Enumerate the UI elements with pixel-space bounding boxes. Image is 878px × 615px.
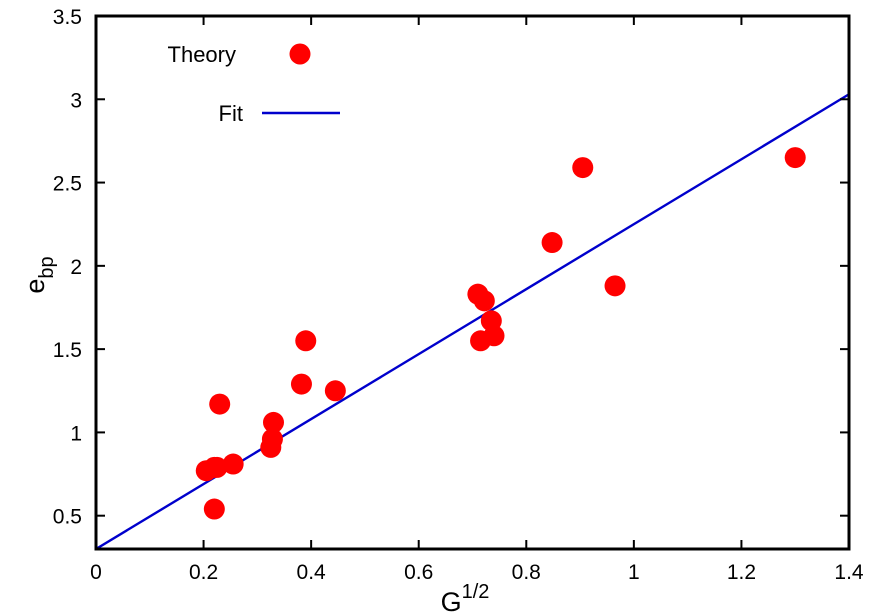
data-point-12 bbox=[324, 380, 346, 402]
x-tick-label: 1.2 bbox=[727, 561, 756, 584]
y-axis-title-base: e bbox=[20, 279, 50, 294]
data-point-11 bbox=[295, 330, 317, 352]
x-axis-title-sup: 1/2 bbox=[462, 581, 490, 603]
data-point-21 bbox=[784, 147, 806, 169]
legend-marker-theory bbox=[289, 43, 311, 65]
plot-content bbox=[96, 93, 849, 549]
data-point-6 bbox=[222, 453, 244, 475]
y-tick-label: 2.5 bbox=[53, 173, 82, 196]
data-point-15 bbox=[473, 290, 495, 312]
data-point-4 bbox=[203, 498, 225, 520]
data-point-8 bbox=[261, 428, 283, 450]
y-tick-label: 2 bbox=[70, 256, 82, 279]
plot-frame bbox=[94, 14, 851, 551]
y-axis-title-sub: bp bbox=[36, 256, 58, 278]
axis-titles: G1/2 ebp bbox=[20, 256, 489, 615]
x-tick-label: 0 bbox=[90, 561, 102, 584]
data-point-3 bbox=[206, 456, 228, 478]
legend-label-fit: Fit bbox=[219, 101, 243, 126]
x-tick-label: 0.4 bbox=[297, 561, 327, 584]
y-tick-label: 1 bbox=[70, 422, 82, 445]
data-point-10 bbox=[290, 373, 312, 395]
y-tick-label: 0.5 bbox=[53, 506, 82, 529]
data-point-5 bbox=[209, 393, 231, 415]
x-tick-label: 1 bbox=[628, 561, 640, 584]
legend: Theory Fit bbox=[168, 42, 340, 126]
x-tick-label: 0.6 bbox=[404, 561, 433, 584]
x-axis-title-base: G bbox=[441, 587, 462, 615]
x-tick-label: 1.4 bbox=[834, 561, 864, 584]
data-point-17 bbox=[483, 325, 505, 347]
data-point-9 bbox=[262, 411, 284, 433]
x-tick-label: 0.8 bbox=[512, 561, 541, 584]
data-point-19 bbox=[572, 157, 594, 179]
x-tick-label: 0.2 bbox=[189, 561, 218, 584]
legend-label-theory: Theory bbox=[168, 42, 236, 67]
y-tick-label: 1.5 bbox=[53, 339, 82, 362]
y-tick-label: 3.5 bbox=[53, 6, 82, 29]
data-point-18 bbox=[541, 232, 563, 254]
x-axis-title: G1/2 bbox=[441, 581, 490, 615]
data-point-20 bbox=[604, 275, 626, 297]
axes: 0 0.2 0.4 0.6 0.8 1 1.2 1.4 0.5 1 1.5 2 2.5 3 3.5 bbox=[53, 6, 864, 584]
y-axis-title: ebp bbox=[20, 256, 58, 293]
y-tick-label: 3 bbox=[70, 89, 82, 112]
